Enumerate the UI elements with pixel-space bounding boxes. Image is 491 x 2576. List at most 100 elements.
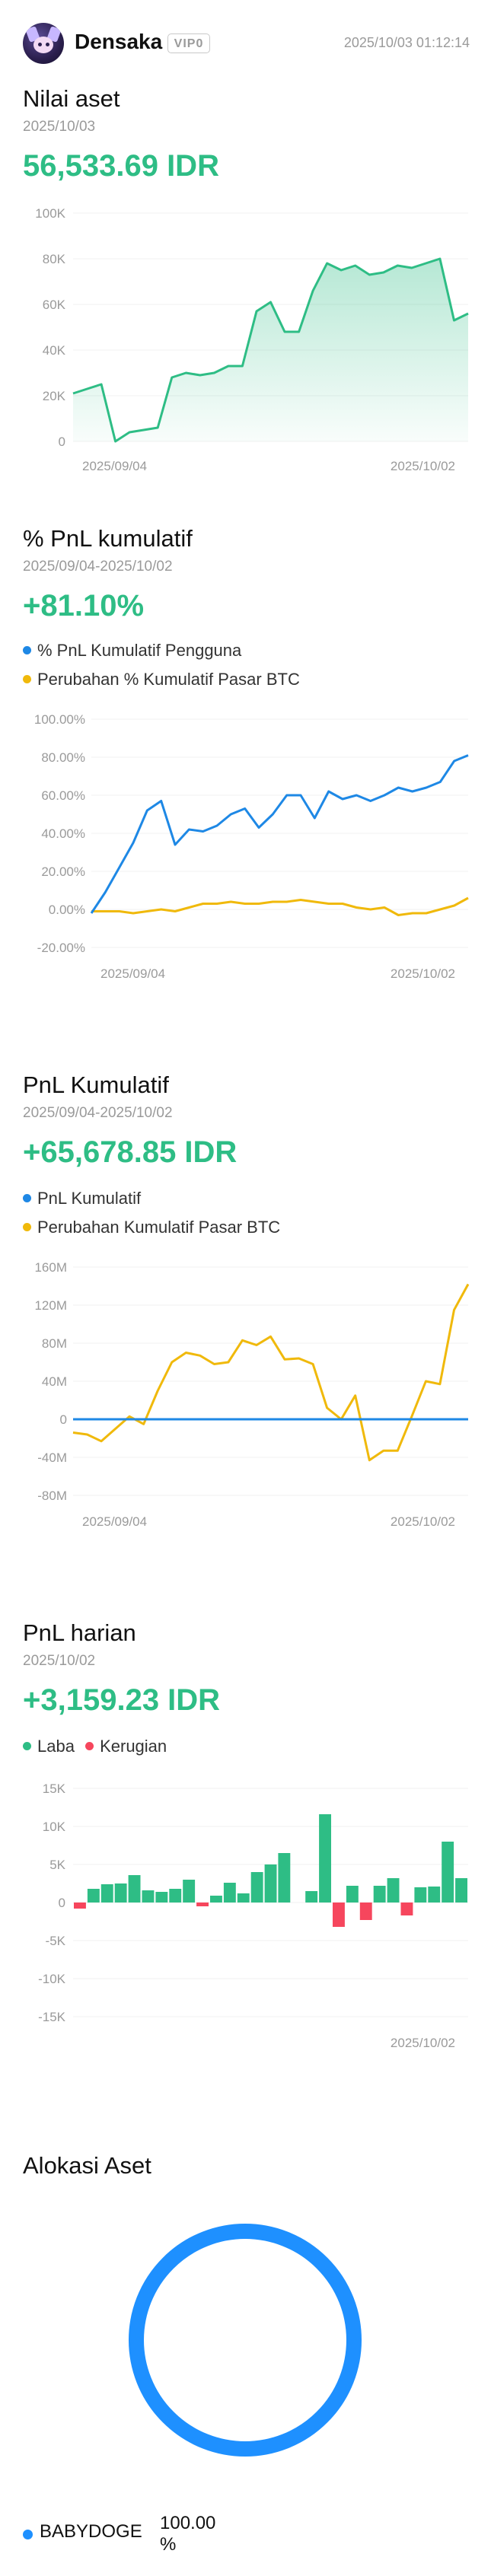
header: Densaka VIP0 2025/10/03 01:12:14: [0, 0, 491, 85]
x-tick-label: 2025/10/02: [391, 1514, 455, 1529]
x-tick-label: 2025/10/02: [391, 2036, 455, 2050]
y-tick-label: 80M: [42, 1336, 67, 1351]
y-tick-label: 80.00%: [41, 750, 85, 765]
x-tick-label: 2025/09/04: [82, 1514, 147, 1529]
bar: [387, 1878, 400, 1903]
y-tick-label: -80M: [37, 1489, 67, 1503]
allocation-asset-name: BABYDOGE: [40, 2521, 142, 2542]
bar: [455, 1878, 467, 1903]
bar: [100, 1884, 113, 1903]
pnl-daily-chart: 15K 10K 5K 0 -5K -10K -15K 2025/10/02: [38, 1782, 468, 2050]
bar: [169, 1889, 182, 1903]
x-tick-label: 2025/09/04: [100, 966, 165, 981]
y-tick-label: 40K: [43, 343, 66, 358]
legend-item[interactable]: PnL Kumulatif: [23, 1189, 280, 1208]
series-line: [72, 257, 469, 443]
y-tick-label: -20.00%: [37, 941, 85, 955]
y-tick-label: 80K: [43, 252, 66, 266]
y-tick-label: 0: [60, 1412, 67, 1427]
section-date: 2025/10/02: [23, 1653, 96, 1669]
bar: [359, 1903, 372, 1920]
y-tick-label: -5K: [46, 1934, 66, 1948]
y-tick-label: 0: [59, 435, 65, 449]
x-tick-label: 2025/10/02: [391, 966, 455, 981]
donut-slice: [129, 2224, 362, 2457]
bar: [223, 1883, 236, 1903]
pnl-cumulative-chart: 160M 120M 80M 40M 0 -40M -80M 2025/09/04 2025/10…: [34, 1260, 470, 1529]
section-title: % PnL kumulatif: [23, 525, 193, 552]
y-tick-label: 100K: [35, 206, 65, 221]
y-tick-label: 60K: [43, 298, 66, 312]
bar: [346, 1886, 359, 1903]
bar: [333, 1903, 345, 1927]
bar: [237, 1893, 250, 1903]
bar: [142, 1890, 155, 1903]
bar: [278, 1853, 291, 1903]
legend-item[interactable]: Laba: [23, 1737, 75, 1756]
x-tick-label: 2025/10/02: [391, 459, 455, 473]
legend-item[interactable]: Kerugian: [85, 1737, 167, 1756]
bar: [414, 1887, 427, 1903]
y-tick-label: 0: [59, 1896, 65, 1910]
bar: [264, 1864, 277, 1903]
bar: [87, 1889, 100, 1903]
allocation-percent: 100.00 %: [160, 2513, 216, 2555]
y-tick-label: 40M: [42, 1374, 67, 1389]
asset-value-chart: 100K 80K 60K 40K 20K 0 2025/09/04 2025/10/02: [35, 206, 469, 473]
y-tick-label: -40M: [37, 1450, 67, 1465]
x-tick-label: 2025/09/04: [82, 459, 147, 473]
y-tick-label: 5K: [49, 1858, 65, 1872]
bar: [155, 1892, 168, 1903]
legend-item[interactable]: Perubahan % Kumulatif Pasar BTC: [23, 670, 300, 689]
series-line: [90, 754, 469, 914]
y-tick-label: 0.00%: [49, 903, 85, 917]
chart-legend: Laba Kerugian: [23, 1737, 177, 1756]
pnl-percent-chart: 100.00% 80.00% 60.00% 40.00% 20.00% 0.00% -20.…: [34, 712, 469, 981]
series-line: [72, 1283, 470, 1462]
section-date: 2025/09/04-2025/10/02: [23, 1105, 173, 1121]
y-tick-label: 160M: [34, 1260, 67, 1275]
y-tick-label: -10K: [38, 1972, 66, 1986]
legend-item[interactable]: Perubahan Kumulatif Pasar BTC: [23, 1218, 280, 1237]
y-tick-label: 15K: [43, 1782, 66, 1796]
y-tick-label: 60.00%: [41, 788, 85, 803]
bar: [373, 1886, 386, 1903]
bar: [74, 1903, 86, 1909]
bar: [442, 1842, 454, 1903]
section-date: 2025/10/03: [23, 119, 96, 135]
y-tick-label: 20.00%: [41, 865, 85, 879]
section-title: Alokasi Aset: [23, 2152, 151, 2179]
allocation-donut-chart: [129, 2224, 362, 2457]
bar: [128, 1875, 141, 1903]
pnl-daily-value: +3,159.23 IDR: [23, 1683, 221, 1717]
y-tick-label: -15K: [38, 2010, 66, 2024]
y-tick-label: 20K: [43, 389, 66, 403]
y-tick-label: 120M: [34, 1298, 67, 1313]
avatar[interactable]: [23, 23, 64, 64]
bar: [114, 1883, 127, 1903]
section-date: 2025/09/04-2025/10/02: [23, 559, 173, 575]
bar: [196, 1903, 209, 1906]
vip-badge: VIP0: [167, 33, 210, 53]
asset-value: 56,533.69 IDR: [23, 149, 219, 183]
bar: [400, 1903, 413, 1915]
pnl-cumulative-value: +65,678.85 IDR: [23, 1135, 238, 1169]
y-tick-label: 10K: [43, 1820, 66, 1834]
bar: [210, 1896, 222, 1903]
y-tick-label: 40.00%: [41, 826, 85, 841]
timestamp: 2025/10/03 01:12:14: [343, 35, 470, 50]
y-tick-label: 100.00%: [34, 712, 85, 727]
pnl-percent-value: +81.10%: [23, 589, 145, 623]
allocation-color-dot: [23, 2530, 33, 2539]
section-title: Nilai aset: [23, 85, 120, 112]
bar: [183, 1880, 196, 1903]
username: Densaka: [75, 30, 163, 53]
chart-legend: PnL Kumulatif Perubahan Kumulatif Pasar …: [23, 1189, 291, 1247]
section-title: PnL harian: [23, 1619, 136, 1646]
bar: [305, 1891, 318, 1903]
series-line: [91, 896, 469, 916]
section-title: PnL Kumulatif: [23, 1071, 169, 1098]
bar: [428, 1887, 441, 1903]
chart-legend: % PnL Kumulatif Pengguna Perubahan % Kum…: [23, 641, 311, 699]
legend-item[interactable]: % PnL Kumulatif Pengguna: [23, 641, 300, 661]
